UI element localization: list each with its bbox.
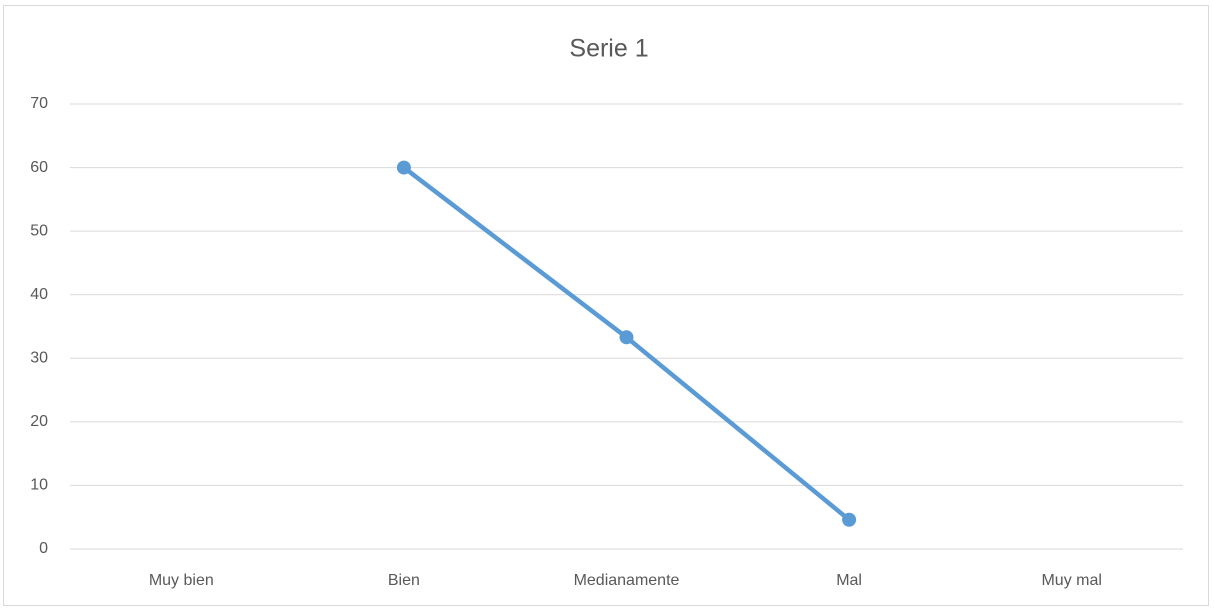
y-tick-label: 10 xyxy=(30,477,48,494)
point xyxy=(842,512,857,527)
x-tick-label: Muy bien xyxy=(149,572,214,589)
y-tick-label: 70 xyxy=(30,95,48,112)
y-tick-label: 0 xyxy=(39,540,48,557)
point xyxy=(396,160,411,175)
point xyxy=(619,330,634,345)
x-tick-label: Medianamente xyxy=(574,572,680,589)
y-tick-label: 20 xyxy=(30,413,48,430)
chart-title: Serie 1 xyxy=(569,35,648,63)
y-tick-label: 40 xyxy=(30,286,48,303)
y-tick-label: 50 xyxy=(30,222,48,239)
x-tick-label: Muy mal xyxy=(1041,572,1101,589)
x-tick-label: Mal xyxy=(836,572,862,589)
y-tick-label: 30 xyxy=(30,350,48,367)
chart-border xyxy=(3,5,1209,606)
x-tick-label: Bien xyxy=(388,572,420,589)
y-tick-label: 60 xyxy=(30,159,48,176)
